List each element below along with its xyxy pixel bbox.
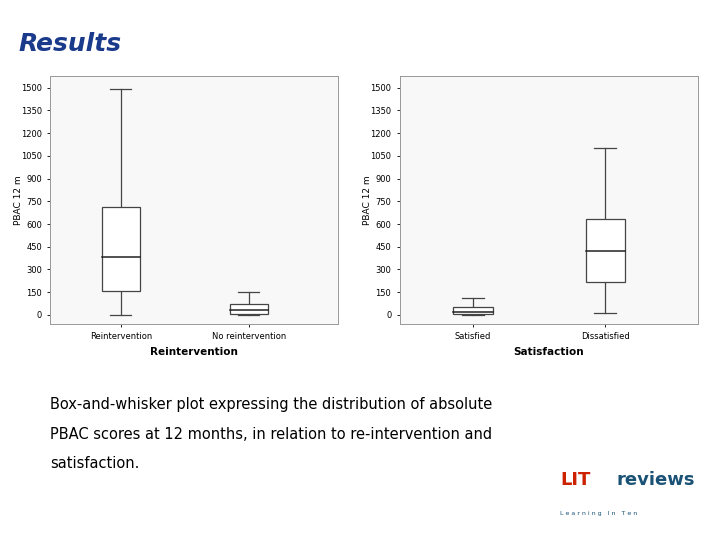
- Bar: [585, 219, 626, 281]
- Y-axis label: PBAC 12 m: PBAC 12 m: [363, 175, 372, 225]
- Bar: [102, 207, 140, 292]
- Bar: [230, 303, 268, 314]
- X-axis label: Satisfaction: Satisfaction: [513, 347, 585, 357]
- Bar: [453, 307, 492, 314]
- Y-axis label: PBAC 12 m: PBAC 12 m: [14, 175, 22, 225]
- Text: PBAC scores at 12 months, in relation to re-intervention and: PBAC scores at 12 months, in relation to…: [50, 427, 492, 442]
- Text: reviews: reviews: [617, 471, 696, 489]
- Text: Results: Results: [18, 32, 121, 56]
- Text: satisfaction.: satisfaction.: [50, 456, 140, 471]
- Text: L e a r n i n g   I n   T e n: L e a r n i n g I n T e n: [560, 511, 638, 516]
- X-axis label: Reintervention: Reintervention: [150, 347, 238, 357]
- Text: LIT: LIT: [560, 471, 591, 489]
- Text: 20: 20: [698, 5, 711, 15]
- Text: Box-and-whisker plot expressing the distribution of absolute: Box-and-whisker plot expressing the dist…: [50, 397, 492, 412]
